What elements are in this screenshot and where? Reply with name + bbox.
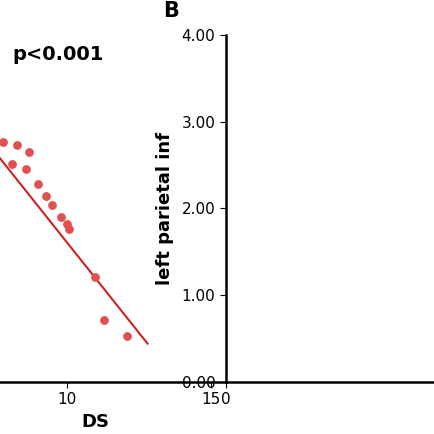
Point <box>0 139 7 146</box>
Text: p<0.001: p<0.001 <box>12 45 104 64</box>
Point <box>14 141 21 148</box>
Point <box>8 161 15 168</box>
Point <box>57 213 64 220</box>
Point <box>23 165 30 172</box>
Point <box>92 273 99 280</box>
X-axis label: DS: DS <box>82 413 109 431</box>
Point <box>124 333 131 340</box>
Point <box>63 220 70 227</box>
Y-axis label: left parietal inf: left parietal inf <box>156 132 174 285</box>
Point <box>66 225 73 232</box>
Point <box>43 193 50 200</box>
Point <box>34 181 41 188</box>
Text: B: B <box>164 1 180 21</box>
Point <box>49 201 56 208</box>
Point <box>101 316 108 323</box>
Point <box>26 148 33 155</box>
